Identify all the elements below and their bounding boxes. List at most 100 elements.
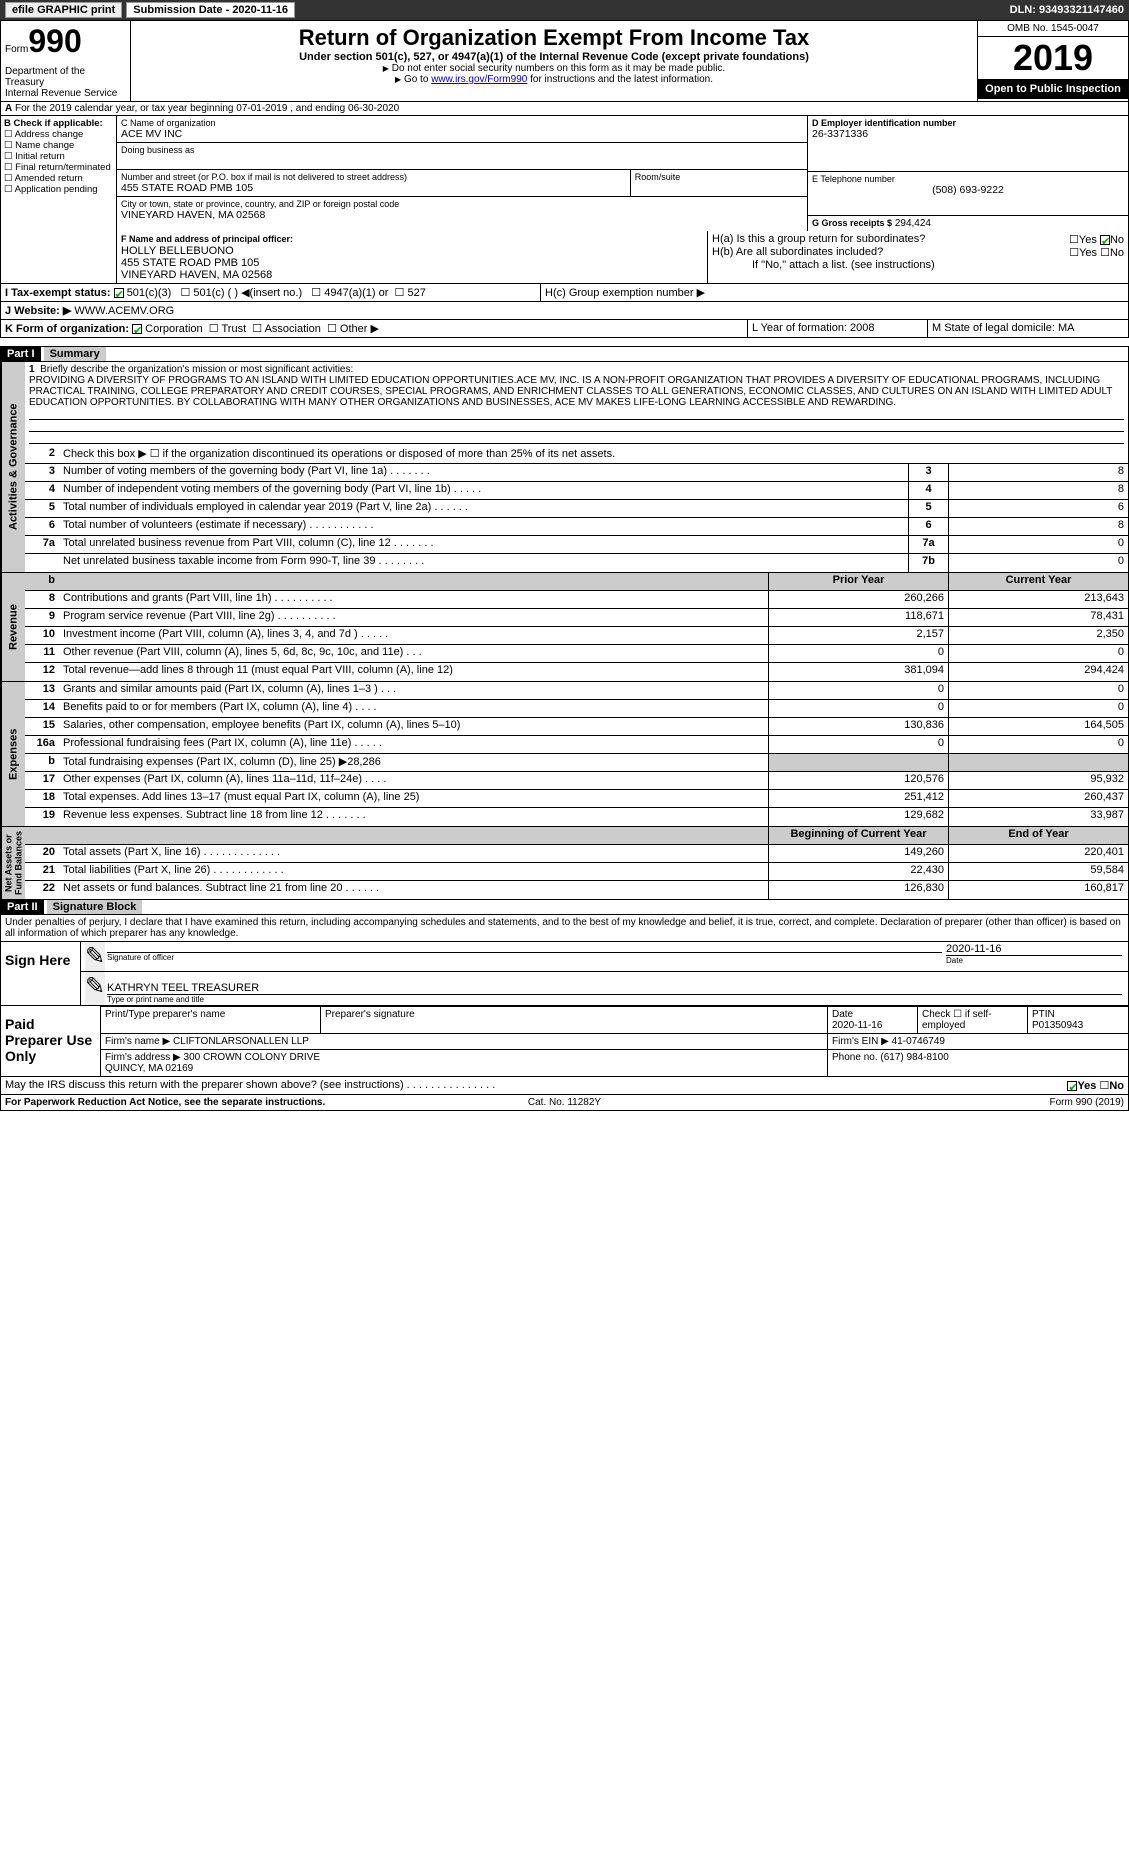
pen-icon: ✎ [85,972,105,1005]
side-net: Net Assets or Fund Balances [1,827,25,899]
sig-officer-label: Signature of officer [107,952,942,962]
prep-name-label: Print/Type preparer's name [101,1007,321,1033]
ha-no-checked[interactable] [1100,235,1110,245]
pen-icon: ✎ [85,942,105,971]
row-A: A For the 2019 calendar year, or tax yea… [0,102,1129,116]
form-number: 990 [28,23,81,59]
part2-hdr: Part II [1,900,44,914]
pra-notice: For Paperwork Reduction Act Notice, see … [5,1097,325,1108]
note-goto-pre: Go to [404,74,431,85]
officer-label: F Name and address of principal officer: [121,234,293,244]
chk-name-change[interactable]: Name change [15,140,74,151]
chk-501c[interactable]: 501(c) ( ) ◀(insert no.) [193,287,302,299]
tel-label: E Telephone number [812,174,1124,184]
mission-label: Briefly describe the organization's miss… [40,364,353,375]
hc-label: H(c) Group exemption number ▶ [541,284,1128,301]
part1-hdr: Part I [1,347,41,361]
website: WWW.ACEMV.ORG [74,305,174,317]
note-ssn: Do not enter social security numbers on … [392,63,725,74]
chk-501c3[interactable] [114,288,124,298]
hdr-current: Current Year [948,573,1128,590]
chk-trust[interactable]: Trust [222,323,247,335]
hb-note: If "No," attach a list. (see instruction… [712,259,1124,271]
mission-text: PROVIDING A DIVERSITY OF PROGRAMS TO AN … [29,375,1112,408]
dln: DLN: 93493321147460 [1010,4,1124,16]
form-org-label: K Form of organization: [5,323,129,335]
gross-receipts: 294,424 [895,218,931,229]
org-name: ACE MV INC [121,128,803,140]
chk-address-change[interactable]: Address change [15,129,84,140]
telephone: (508) 693-9222 [812,184,1124,196]
chk-final[interactable]: Final return/terminated [15,162,111,173]
tax-year-range: For the 2019 calendar year, or tax year … [15,103,399,114]
form990-link[interactable]: www.irs.gov/Form990 [431,74,527,85]
col-b-title: B Check if applicable: [4,118,103,129]
sign-here: Sign Here [1,942,81,1005]
discuss-no[interactable]: No [1109,1080,1124,1092]
addr-label: Number and street (or P.O. box if mail i… [121,172,626,182]
top-bar: efile GRAPHIC print Submission Date - 20… [0,0,1129,20]
line2: Check this box ▶ ☐ if the organization d… [59,446,1128,463]
side-expenses: Expenses [1,682,25,826]
side-activities: Activities & Governance [1,362,25,572]
org-name-label: C Name of organization [121,118,803,128]
chk-amended[interactable]: Amended return [15,173,83,184]
firm-ein: 41-0746749 [892,1036,945,1047]
chk-initial[interactable]: Initial return [15,151,65,162]
form-header: Form990 Department of the Treasury Inter… [0,20,1129,102]
form-title: Return of Organization Exempt From Incom… [135,25,973,51]
dba-label: Doing business as [121,145,803,155]
principal-officer: HOLLY BELLEBUONO 455 STATE ROAD PMB 105 … [121,245,272,281]
ein-label: D Employer identification number [812,118,956,128]
open-inspection: Open to Public Inspection [978,79,1128,99]
chk-app-pending[interactable]: Application pending [15,184,98,195]
paid-preparer: Paid Preparer Use Only Print/Type prepar… [0,1006,1129,1077]
prep-sig-label: Preparer's signature [321,1007,828,1033]
sig-date: 2020-11-16 [946,943,1001,955]
page-footer: For Paperwork Reduction Act Notice, see … [0,1095,1129,1111]
gross-label: G Gross receipts $ [812,218,892,228]
paid-preparer-title: Paid Preparer Use Only [1,1006,101,1076]
expenses-section: Expenses 13Grants and similar amounts pa… [0,682,1129,827]
row-I: I Tax-exempt status: 501(c)(3) ☐ 501(c) … [0,284,1129,302]
officer-name: KATHRYN TEEL TREASURER [107,982,259,994]
part1-title: Summary [44,347,106,361]
sig-intro: Under penalties of perjury, I declare th… [1,915,1128,941]
chk-other[interactable]: Other ▶ [340,323,379,335]
self-employed[interactable]: Check ☐ if self-employed [918,1007,1028,1033]
ptin: P01350943 [1032,1020,1083,1031]
omb-number: OMB No. 1545-0047 [978,21,1128,37]
form-footer: Form 990 (2019) [1050,1097,1124,1108]
tax-exempt-label: I Tax-exempt status: [5,287,111,299]
signature-block: Under penalties of perjury, I declare th… [0,915,1129,1006]
efile-print-button[interactable]: efile GRAPHIC print [5,2,122,18]
note-goto-post: for instructions and the latest informat… [527,74,713,85]
street-address: 455 STATE ROAD PMB 105 [121,182,626,194]
tax-year: 2019 [978,37,1128,79]
side-revenue: Revenue [1,573,25,681]
state-domicile: M State of legal domicile: MA [928,320,1128,337]
discuss-row: May the IRS discuss this return with the… [0,1077,1129,1095]
row-K: K Form of organization: Corporation ☐ Tr… [0,320,1129,338]
room-label: Room/suite [631,170,807,196]
firm-phone: (617) 984-8100 [880,1052,948,1063]
revenue-section: Revenue bPrior YearCurrent Year 8Contrib… [0,573,1129,682]
discuss-yes[interactable] [1067,1081,1077,1091]
prep-date: 2020-11-16 [832,1020,882,1031]
hdr-begin: Beginning of Current Year [768,827,948,844]
ha-label: H(a) Is this a group return for subordin… [712,233,1069,246]
chk-assoc[interactable]: Association [265,323,321,335]
chk-corp[interactable] [132,324,142,334]
hb-label: H(b) Are all subordinates included? [712,246,1069,259]
form-subtitle: Under section 501(c), 527, or 4947(a)(1)… [135,51,973,63]
dept-label: Department of the Treasury Internal Reve… [5,66,126,99]
firm-name: CLIFTONLARSONALLEN LLP [173,1036,309,1047]
chk-527[interactable]: 527 [407,287,425,299]
part2-title: Signature Block [47,900,143,914]
row-J: J Website: ▶ WWW.ACEMV.ORG [0,302,1129,320]
row-FH: F Name and address of principal officer:… [0,231,1129,284]
year-formation: L Year of formation: 2008 [748,320,928,337]
entity-grid: B Check if applicable: ☐ Address change … [0,116,1129,231]
chk-4947[interactable]: 4947(a)(1) or [324,287,388,299]
website-label: J Website: ▶ [5,305,71,317]
